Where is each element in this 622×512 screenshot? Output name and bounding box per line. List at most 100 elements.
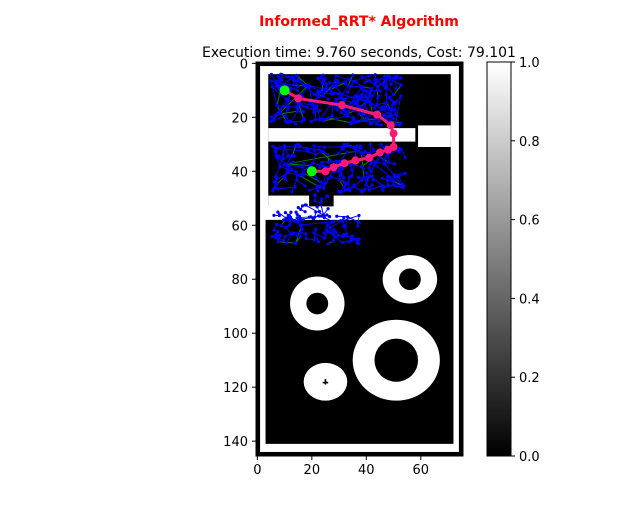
tree-node-403 (296, 84, 300, 88)
tree-node-299 (373, 117, 377, 121)
tree-node-831 (355, 144, 359, 148)
tree-edge-182 (384, 109, 396, 116)
tree-node-1151 (312, 194, 317, 198)
tree-node-445 (363, 80, 367, 84)
tree-node-497 (344, 114, 349, 118)
tree-edge-649 (276, 176, 285, 185)
tree-edge-603 (288, 172, 300, 176)
tree-node-741 (360, 178, 364, 182)
tree-node-845 (340, 145, 344, 149)
tree-node-479 (273, 81, 277, 85)
tree-node-312 (350, 84, 354, 88)
tree-node-840 (326, 160, 331, 164)
tree-node-1068 (295, 216, 299, 220)
tree-node-415 (384, 78, 388, 82)
tree-node-413 (386, 114, 391, 118)
tree-node-396 (379, 123, 384, 127)
plot-area (255, 61, 464, 457)
y-tick-label-140: 140 (223, 435, 248, 450)
tree-node-319 (352, 119, 356, 124)
tree-edge-129 (396, 95, 402, 116)
tree-node-1017 (299, 231, 303, 235)
tree-node-841 (392, 173, 397, 177)
tree-node-754 (322, 186, 326, 190)
tree-node-790 (399, 185, 404, 189)
tree-node-398 (394, 122, 398, 126)
tree-node-1023 (312, 231, 316, 235)
tree-node-1059 (281, 238, 285, 242)
tree-node-447 (394, 75, 398, 79)
colorbar: 0.0 0.2 0.4 0.6 0.8 1.0 (486, 56, 540, 465)
map-ring-hole-0 (306, 292, 329, 315)
tree-node-1007 (278, 233, 282, 237)
y-axis: 0 20 40 60 80 100 120 140 (223, 57, 256, 450)
tree-node-879 (344, 181, 348, 185)
tree-node-1141 (313, 199, 317, 203)
tree-node-722 (362, 175, 366, 179)
tree-node-294 (335, 107, 339, 112)
tree-edge-140 (315, 117, 329, 120)
path-point-12 (329, 163, 338, 172)
tree-edge-672 (275, 166, 281, 177)
tree-node-1043 (283, 234, 287, 239)
tree-node-394 (356, 104, 360, 109)
tree-node-1087 (295, 233, 299, 237)
tree-node-339 (365, 89, 369, 93)
tree-node-409 (383, 86, 387, 90)
y-tick-label-20: 20 (231, 111, 248, 126)
tree-node-266 (318, 108, 322, 113)
y-tick-label-0: 0 (240, 57, 248, 72)
tree-node-832 (326, 152, 330, 157)
tree-node-745 (345, 142, 349, 147)
tree-node-803 (318, 180, 322, 184)
path-point-3 (373, 110, 382, 119)
tree-node-513 (312, 105, 317, 109)
tree-node-777 (383, 185, 387, 189)
tree-node-801 (352, 185, 356, 189)
rrt-tree (269, 72, 407, 246)
tree-node-509 (310, 103, 314, 107)
tree-node-416 (309, 119, 313, 123)
tree-edge-43 (393, 85, 402, 95)
tree-node-1044 (316, 240, 321, 244)
tree-node-317 (284, 97, 289, 101)
tree-edge-519 (286, 150, 358, 165)
tree-edge-128 (327, 117, 351, 124)
tree-node-839 (275, 182, 279, 186)
tree-node-1025 (289, 210, 293, 214)
tree-node-1076 (328, 226, 332, 230)
colorbar-tick-label-4: 0.8 (519, 135, 540, 150)
tree-node-889 (348, 163, 352, 167)
tree-edge-699 (350, 164, 362, 167)
tree-edge-55 (385, 85, 395, 95)
tree-node-1054 (322, 231, 326, 235)
tree-node-815 (314, 175, 318, 180)
tree-node-483 (329, 87, 333, 92)
tree-node-853 (362, 188, 366, 192)
tree-edge-213 (375, 76, 385, 84)
tree-node-400 (314, 117, 318, 122)
tree-node-466 (340, 92, 344, 96)
tree-node-1077 (288, 218, 293, 222)
tree-node-353 (367, 73, 371, 78)
tree-node-1050 (332, 228, 336, 232)
tree-node-275 (378, 89, 383, 93)
tree-node-515 (320, 90, 324, 94)
tree-node-449 (392, 117, 396, 121)
tree-node-1152 (315, 205, 319, 209)
tree-node-818 (365, 171, 369, 175)
tree-node-755 (320, 160, 324, 165)
tree-node-457 (330, 113, 334, 118)
tree-node-849 (392, 180, 396, 184)
tree-node-725 (291, 160, 296, 164)
tree-node-804 (359, 188, 363, 193)
colorbar-tick-label-3: 0.6 (519, 214, 540, 229)
tree-node-829 (300, 165, 304, 169)
x-tick-label-40: 40 (358, 463, 375, 478)
tree-node-490 (362, 89, 366, 93)
tree-node-411 (321, 82, 325, 86)
tree-edge-1099 (320, 202, 324, 215)
tree-node-424 (375, 102, 379, 107)
chart-subtitle: Execution time: 9.760 seconds, Cost: 79.… (202, 45, 516, 61)
tree-node-264 (358, 105, 363, 109)
